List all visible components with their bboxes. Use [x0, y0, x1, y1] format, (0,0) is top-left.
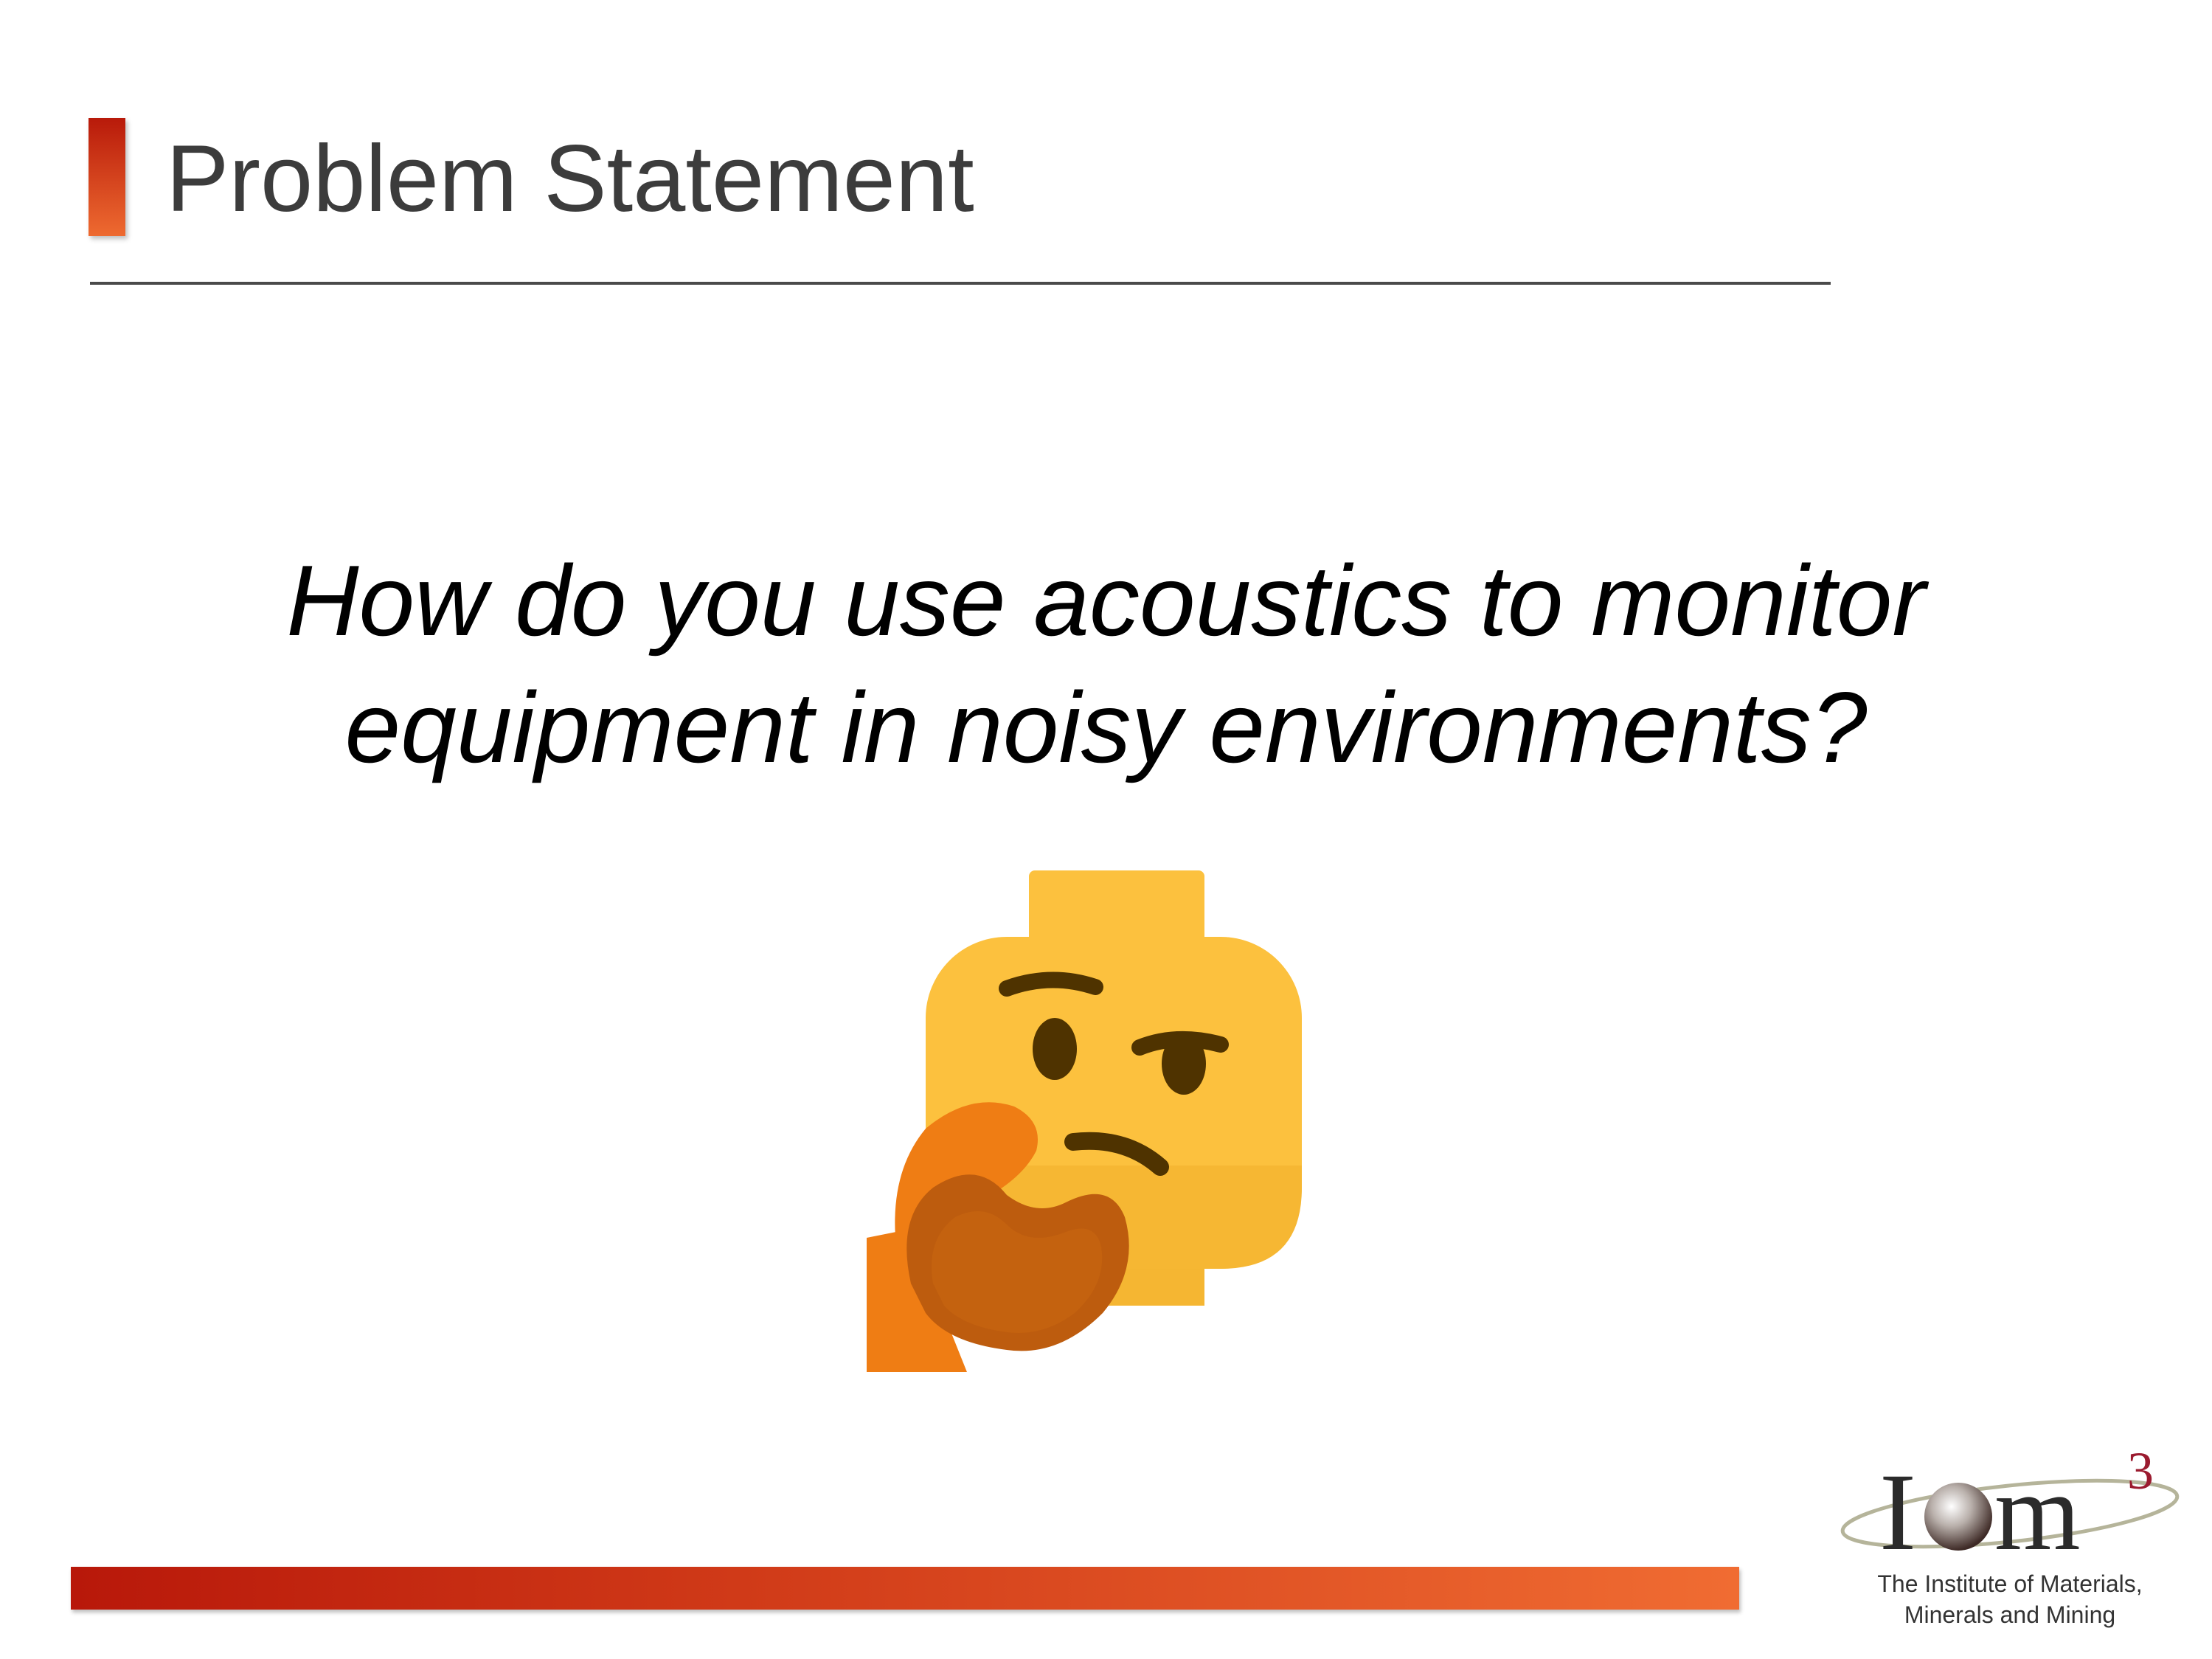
svg-text:m: m [1994, 1451, 2081, 1564]
title-divider [90, 282, 1831, 285]
footer-accent-bar [71, 1567, 1739, 1610]
slide-title: Problem Statement [166, 126, 974, 232]
thinking-face-icon [867, 870, 1302, 1372]
logo-caption-line-1: The Institute of Materials, [1877, 1570, 2143, 1597]
iom3-logo-mark: I m 3 [1840, 1446, 2180, 1564]
title-accent-bar [89, 118, 125, 236]
logo-caption-line-2: Minerals and Mining [1904, 1601, 2116, 1628]
svg-text:3: 3 [2127, 1446, 2154, 1500]
question-line-2: equipment in noisy environments? [344, 671, 1868, 783]
iom3-logo: I m 3 The Institute of Materials, Minera… [1837, 1446, 2183, 1652]
question-text: How do you use acoustics to monitor equi… [111, 537, 2101, 791]
question-line-1: How do you use acoustics to monitor [286, 544, 1926, 657]
svg-text:I: I [1879, 1451, 1916, 1564]
logo-caption: The Institute of Materials, Minerals and… [1837, 1568, 2183, 1630]
